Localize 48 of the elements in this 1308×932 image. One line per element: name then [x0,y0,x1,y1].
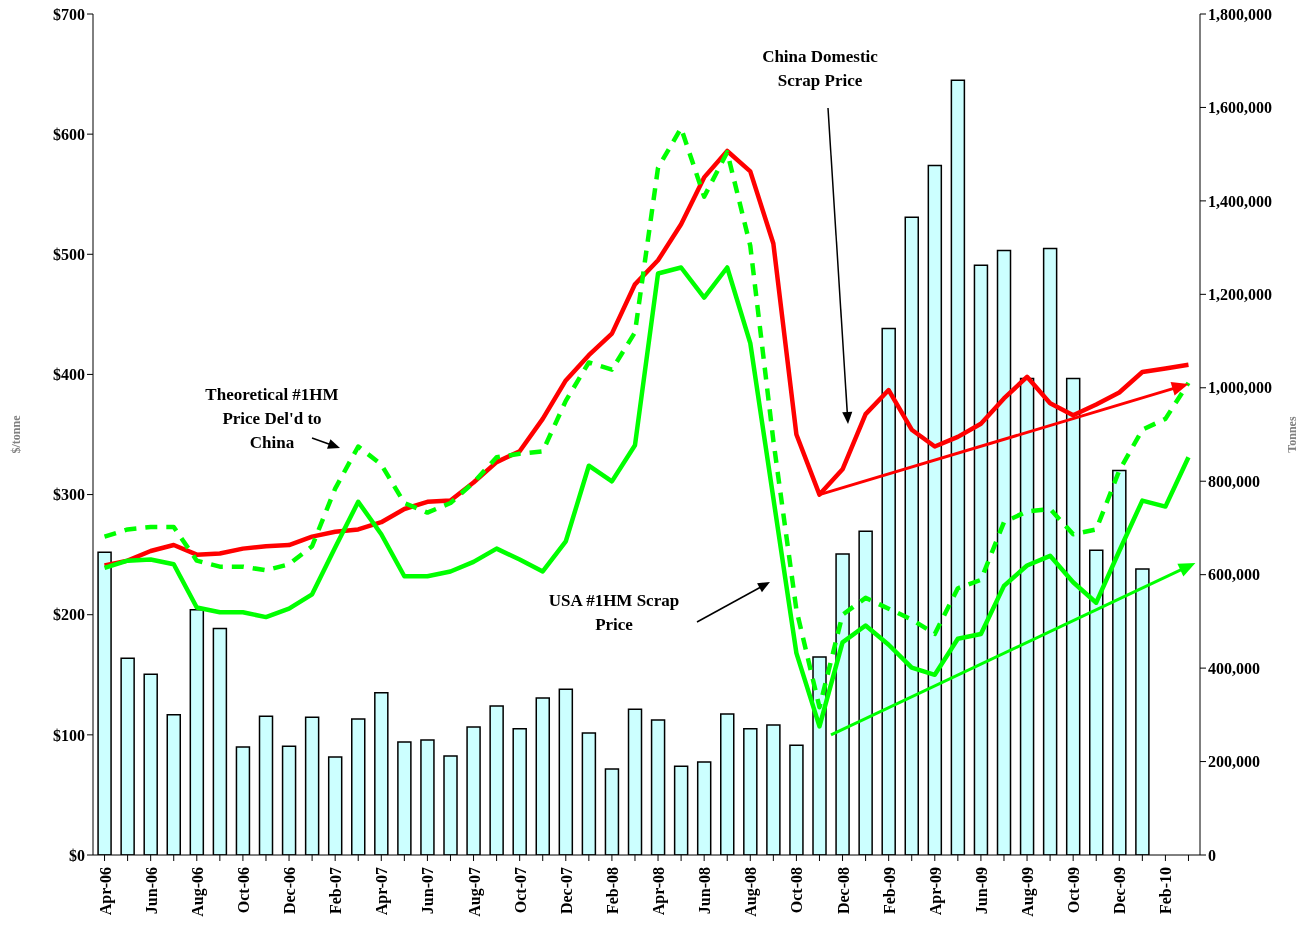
x-tick-label: Aug-09 [1019,867,1038,917]
y2-axis-title: Tonnes [1285,416,1300,453]
x-tick-label: Jun-06 [142,867,160,915]
x-tick-label: Oct-09 [1065,867,1083,914]
y2-tick-label: 800,000 [1208,472,1260,490]
y-tick-label: $100 [53,726,85,744]
y-tick-label: $600 [53,125,85,143]
y2-tick-label: 1,000,000 [1208,379,1272,397]
y-tick-label: $300 [53,486,85,504]
x-tick-label: Aug-06 [188,867,207,917]
series-label: Theoretical #1HM Price Del'd to China [205,385,339,452]
x-tick-label: Feb-09 [880,867,898,915]
x-tick-label: Apr-08 [650,867,669,916]
y-tick-label: $500 [53,245,85,263]
y-tick-label: $400 [53,366,85,384]
x-tick-label: Dec-07 [557,867,575,915]
x-tick-label: Oct-08 [788,867,806,914]
y-tick-label: $200 [53,606,85,624]
y2-tick-label: 400,000 [1208,659,1260,677]
y2-tick-label: 200,000 [1208,753,1260,771]
x-tick-label: Dec-06 [281,867,299,915]
x-tick-label: Jun-07 [419,867,437,915]
x-tick-label: Oct-06 [234,867,252,914]
x-tick-label: Oct-07 [511,867,529,914]
y2-tick-label: 1,600,000 [1208,99,1272,117]
y2-tick-label: 600,000 [1208,566,1260,584]
y2-tick-label: 0 [1208,846,1216,864]
y2-tick-label: 1,400,000 [1208,192,1272,210]
x-tick-label: Feb-10 [1157,867,1175,915]
text: China Domestic Scrap Price [762,47,879,90]
y2-tick-label: 1,200,000 [1208,286,1272,304]
line-series [102,148,1191,568]
y-tick-label: $700 [53,5,85,23]
y-tick-label: $0 [69,846,85,864]
x-tick-label: Apr-09 [926,867,945,916]
y2-tick-label: 1,800,000 [1208,5,1272,23]
y-axis-title: $/tonne [9,414,24,454]
x-tick-label: Dec-09 [1111,867,1129,915]
series-label: USA #1HM Scrap Price [548,591,680,634]
x-tick-label: Feb-08 [603,867,621,915]
x-tick-label: Aug-07 [465,867,484,917]
x-tick-label: Jun-09 [972,867,990,915]
x-tick-label: Jun-08 [696,867,714,915]
x-tick-label: Dec-08 [834,867,852,915]
x-tick-label: Feb-07 [327,867,345,915]
x-tick-label: Aug-08 [742,867,761,917]
x-tick-label: Apr-07 [373,867,392,916]
x-tick-label: Apr-06 [96,867,115,916]
